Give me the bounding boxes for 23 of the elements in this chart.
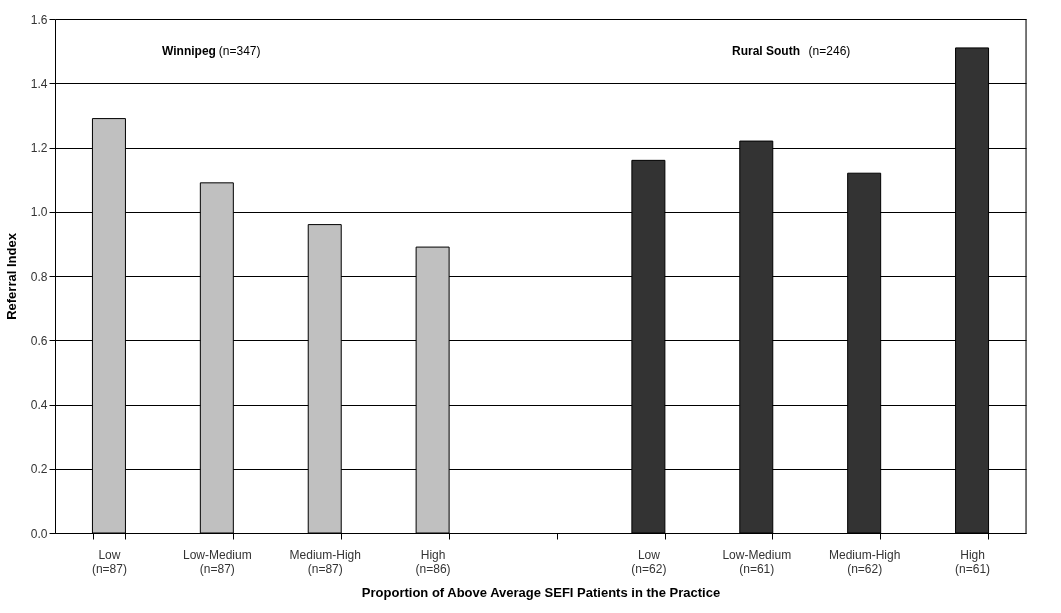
annotation: Rural South <box>732 44 800 58</box>
x-tick-label: Low-Medium (n=61) <box>722 547 792 576</box>
x-tick-label: High (n=61) <box>955 547 991 576</box>
annotation: (n=347) <box>218 44 261 58</box>
annotation: Winnipeg <box>162 44 216 58</box>
y-tick-label: 0.6 <box>30 333 48 348</box>
x-tick-label: Low-Medium (n=87) <box>182 547 252 576</box>
annotation: (n=246) <box>808 44 851 58</box>
x-tick-label: High (n=86) <box>415 547 451 576</box>
x-tick-label: Low (n=62) <box>631 547 667 576</box>
y-tick-label: 1.0 <box>30 205 48 220</box>
y-tick-label: 0.4 <box>30 398 48 412</box>
y-tick-label: 0.8 <box>30 269 48 284</box>
x-tick-label: Medium-High (n=62) <box>828 547 901 576</box>
y-tick-label: 1.4 <box>30 76 48 91</box>
x-tick-label: Low (n=87) <box>91 547 127 576</box>
y-tick-label: 1.6 <box>30 12 48 27</box>
y-tick-label: 0.2 <box>30 462 48 477</box>
x-tick-label: Medium-High (n=87) <box>289 547 361 576</box>
y-axis-title: Referral Index <box>3 232 19 320</box>
y-tick-label: 1.2 <box>30 141 48 155</box>
y-tick-label: 0.0 <box>30 526 48 541</box>
x-axis-title: Proportion of Above Average SEFI Patients in the Practice <box>361 584 721 600</box>
